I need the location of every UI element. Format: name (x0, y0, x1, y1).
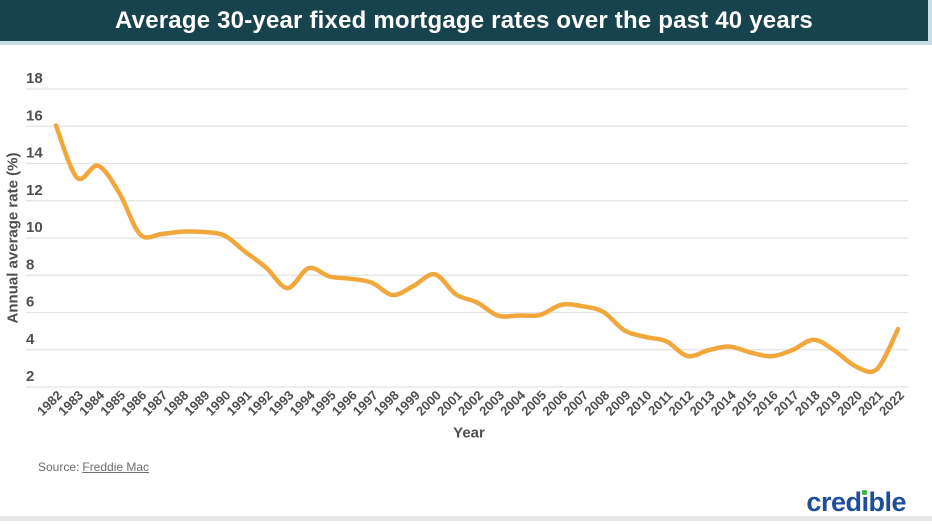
chart-title-bar: Average 30-year fixed mortgage rates ove… (0, 0, 932, 45)
y-tick-label: 18 (26, 70, 43, 87)
source-prefix: Source: (38, 460, 80, 474)
x-tick-label: 2022 (876, 388, 907, 419)
x-axis-title: Year (453, 424, 485, 442)
logo-text-pre: cred (806, 487, 862, 517)
logo-letter-i: ı (861, 487, 869, 517)
y-tick-label: 12 (26, 182, 43, 199)
logo-text-post: ble (868, 487, 906, 517)
y-tick-label: 14 (26, 145, 43, 162)
credible-logo: credı ble (806, 489, 906, 516)
y-tick-label: 6 (26, 294, 34, 311)
rate-line (53, 123, 901, 375)
y-tick-label: 16 (26, 107, 43, 124)
y-tick-label: 8 (26, 256, 34, 273)
y-tick-label: 4 (26, 331, 35, 348)
logo-i-stem: ı (861, 487, 869, 517)
y-tick-label: 2 (26, 368, 34, 385)
bottom-divider (0, 516, 932, 521)
y-tick-label: 10 (26, 219, 43, 236)
logo-i-dot-icon (862, 490, 868, 495)
source-link[interactable]: Freddie Mac (82, 460, 150, 474)
chart-title: Average 30-year fixed mortgage rates ove… (115, 6, 813, 34)
source-note: Source: Freddie Mac (38, 460, 149, 474)
y-axis-title: Annual average rate (%) (4, 152, 22, 324)
